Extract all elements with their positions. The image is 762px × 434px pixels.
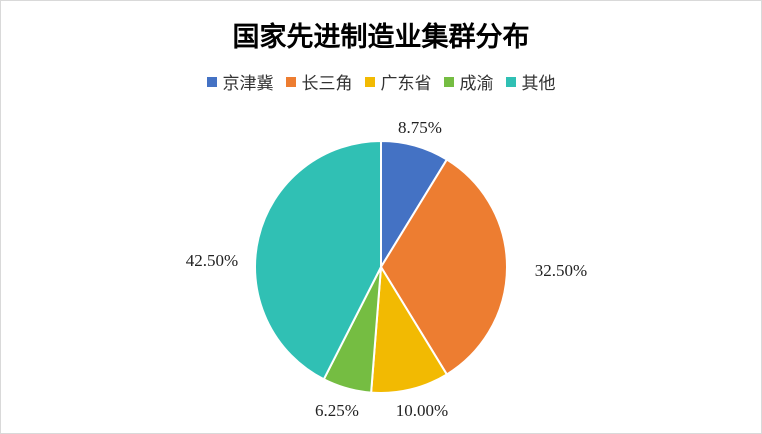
pie-slice bbox=[254, 139, 382, 381]
data-label: 32.50% bbox=[535, 261, 587, 280]
legend-swatch bbox=[206, 76, 217, 87]
legend-label: 京津冀 bbox=[222, 74, 274, 94]
legend-item: 广东省 bbox=[364, 69, 432, 94]
legend-item: 长三角 bbox=[285, 69, 353, 94]
chart-title: 国家先进制造业集群分布 bbox=[232, 22, 530, 53]
legend-label: 长三角 bbox=[301, 74, 353, 94]
legend-label: 成渝 bbox=[459, 74, 494, 94]
legend-swatch bbox=[364, 76, 375, 87]
pie-slice bbox=[370, 263, 449, 394]
legend-item: 京津冀 bbox=[206, 69, 274, 94]
legend: 京津冀 长三角 广东省 成渝 其他 bbox=[1, 69, 761, 94]
legend-label: 其他 bbox=[521, 74, 556, 94]
data-label: 42.50% bbox=[186, 251, 238, 270]
data-label: 8.75% bbox=[398, 118, 442, 137]
legend-swatch bbox=[443, 76, 454, 87]
data-label: 10.00% bbox=[396, 401, 448, 420]
pie-slice bbox=[379, 158, 509, 376]
data-label: 6.25% bbox=[315, 401, 359, 420]
legend-swatch bbox=[505, 76, 516, 87]
legend-item: 成渝 bbox=[443, 69, 494, 94]
legend-label: 广东省 bbox=[380, 74, 432, 94]
legend-swatch bbox=[285, 76, 296, 87]
legend-item: 其他 bbox=[505, 69, 556, 94]
